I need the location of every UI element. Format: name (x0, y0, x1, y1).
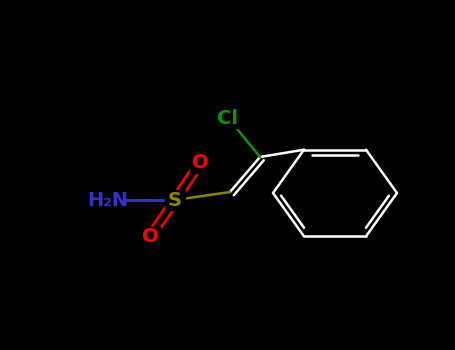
Bar (214, 108, 242, 128)
Text: O: O (192, 154, 208, 173)
Text: Cl: Cl (217, 108, 238, 127)
Bar (165, 190, 185, 210)
Text: S: S (168, 190, 182, 210)
Text: H₂N: H₂N (87, 190, 128, 210)
Bar (78, 190, 123, 210)
Bar (140, 227, 160, 247)
Text: O: O (142, 228, 158, 246)
Bar (190, 153, 210, 173)
